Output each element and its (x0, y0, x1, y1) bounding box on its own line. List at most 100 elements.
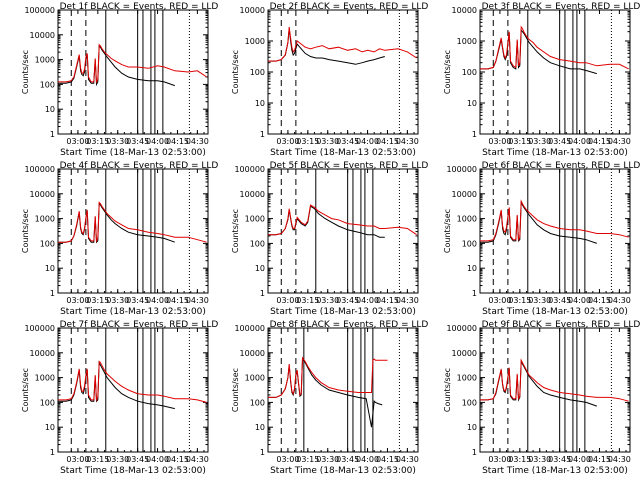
y-axis-label: Counts/sec (21, 368, 30, 412)
x-tick-label: 03:15 (86, 455, 109, 464)
panel-title: Det 2f BLACK = Events, RED = LLD (270, 2, 429, 12)
x-tick-label: 03:15 (296, 296, 319, 305)
plot-frame (267, 327, 419, 453)
y-tick-label: 100000 (234, 165, 265, 174)
x-tick-label: 03:45 (336, 455, 359, 464)
panel-title: Det 6f BLACK = Events, RED = LLD (482, 161, 640, 171)
y-tick-label: 1000 (245, 37, 265, 46)
x-tick-label: 03:30 (316, 455, 339, 464)
panel-8: Det 8f BLACK = Events, RED = LLD03:0003:… (231, 320, 428, 476)
y-tick-label: 10000 (30, 349, 55, 358)
x-tick-label: 04:00 (568, 455, 591, 464)
x-tick-label: 04:30 (608, 296, 631, 305)
x-tick-label: 04:15 (376, 455, 399, 464)
y-tick-label: 100 (250, 239, 265, 248)
x-tick-label: 03:00 (276, 137, 299, 146)
y-tick-label: 100 (250, 398, 265, 407)
y-tick-label: 10 (45, 264, 55, 273)
x-tick-label: 04:00 (568, 137, 591, 146)
y-axis-label: Counts/sec (21, 50, 30, 94)
plot-frame (479, 9, 631, 135)
x-axis-label: Start Time (18-Mar-13 02:53:00) (270, 466, 416, 476)
events-series-line (58, 202, 175, 244)
panel-7: Det 7f BLACK = Events, RED = LLD03:0003:… (21, 320, 218, 476)
y-tick-label: 10000 (240, 349, 265, 358)
x-tick-label: 03:15 (508, 455, 531, 464)
lld-series-line (268, 356, 388, 398)
x-axis-label: Start Time (18-Mar-13 02:53:00) (482, 307, 628, 317)
x-tick-label: 03:45 (548, 455, 571, 464)
x-axis-label: Start Time (18-Mar-13 02:53:00) (270, 148, 416, 158)
y-tick-label: 100000 (234, 324, 265, 333)
lld-series-line (480, 199, 629, 242)
panel-title: Det 1f BLACK = Events, RED = LLD (60, 2, 219, 12)
panel-title: Det 4f BLACK = Events, RED = LLD (60, 161, 219, 171)
x-tick-label: 03:15 (86, 137, 109, 146)
x-axis-label: Start Time (18-Mar-13 02:53:00) (60, 466, 206, 476)
lld-series-line (58, 43, 207, 84)
events-series-line (268, 28, 385, 65)
panel-2: Det 2f BLACK = Events, RED = LLD03:0003:… (231, 2, 428, 158)
x-tick-label: 03:45 (126, 137, 149, 146)
y-tick-label: 1000 (35, 215, 55, 224)
x-tick-label: 04:30 (608, 137, 631, 146)
y-tick-label: 1000 (457, 215, 477, 224)
y-tick-label: 100 (40, 80, 55, 89)
panel-9: Det 9f BLACK = Events, RED = LLD03:0003:… (443, 320, 640, 476)
x-tick-label: 03:00 (66, 137, 89, 146)
x-tick-label: 04:15 (588, 296, 611, 305)
x-tick-label: 03:00 (488, 455, 511, 464)
y-tick-label: 10000 (452, 6, 477, 15)
x-tick-label: 04:00 (146, 455, 169, 464)
x-tick-label: 04:00 (146, 137, 169, 146)
y-tick-label: 1000 (245, 215, 265, 224)
x-tick-label: 03:15 (86, 296, 109, 305)
x-tick-label: 04:30 (396, 137, 419, 146)
x-tick-label: 04:00 (356, 296, 379, 305)
y-tick-label: 1000 (457, 37, 477, 46)
y-tick-label: 1 (260, 289, 265, 298)
panel-title: Det 8f BLACK = Events, RED = LLD (270, 320, 429, 330)
x-tick-label: 04:00 (356, 455, 379, 464)
y-tick-label: 10 (45, 423, 55, 432)
y-tick-label: 100 (250, 68, 265, 77)
y-axis-label: Counts/sec (231, 50, 240, 94)
lld-series-line (480, 25, 629, 70)
x-tick-label: 04:30 (186, 296, 209, 305)
x-axis-label: Start Time (18-Mar-13 02:53:00) (482, 148, 628, 158)
lld-series-line (58, 201, 207, 243)
panel-5: Det 5f BLACK = Events, RED = LLD03:0003:… (231, 161, 428, 317)
y-tick-label: 1 (472, 130, 477, 139)
y-tick-label: 10000 (240, 6, 265, 15)
x-tick-label: 03:00 (488, 137, 511, 146)
y-tick-label: 100 (462, 239, 477, 248)
x-tick-label: 03:15 (296, 137, 319, 146)
x-tick-label: 03:45 (548, 137, 571, 146)
x-tick-label: 04:15 (166, 137, 189, 146)
x-tick-label: 03:00 (66, 296, 89, 305)
y-tick-label: 10 (45, 105, 55, 114)
x-tick-label: 03:00 (488, 296, 511, 305)
x-axis-label: Start Time (18-Mar-13 02:53:00) (60, 148, 206, 158)
y-axis-label: Counts/sec (443, 368, 452, 412)
panel-title: Det 7f BLACK = Events, RED = LLD (60, 320, 219, 330)
plot-frame (57, 168, 209, 294)
x-tick-label: 03:30 (316, 137, 339, 146)
x-tick-label: 04:00 (146, 296, 169, 305)
x-tick-label: 03:30 (528, 455, 551, 464)
y-tick-label: 100000 (446, 324, 477, 333)
y-tick-label: 100 (40, 239, 55, 248)
y-tick-label: 1 (50, 289, 55, 298)
x-axis-label: Start Time (18-Mar-13 02:53:00) (482, 466, 628, 476)
y-tick-label: 10 (467, 423, 477, 432)
x-tick-label: 04:15 (376, 137, 399, 146)
y-axis-label: Counts/sec (231, 209, 240, 253)
x-tick-label: 03:00 (276, 296, 299, 305)
y-tick-label: 10000 (30, 190, 55, 199)
y-tick-label: 100 (40, 398, 55, 407)
y-tick-label: 10000 (452, 190, 477, 199)
y-tick-label: 1 (472, 448, 477, 457)
y-tick-label: 1000 (245, 374, 265, 383)
x-tick-label: 03:45 (126, 296, 149, 305)
